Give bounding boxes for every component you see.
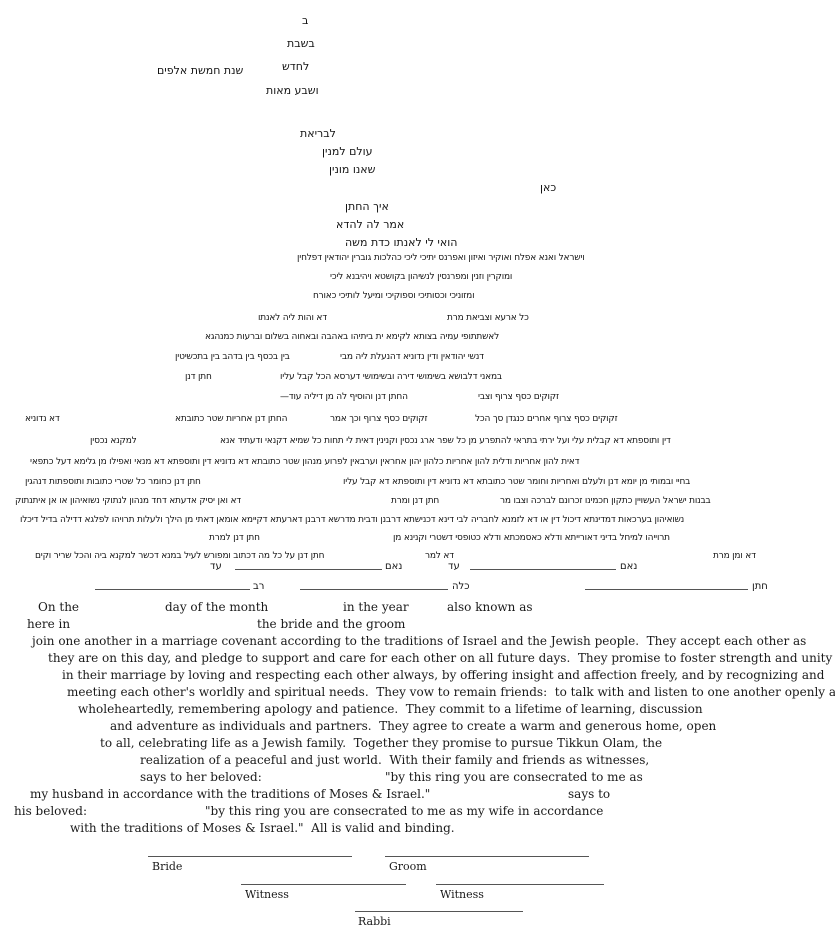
hebrew-text-segment: למקנא נכסין	[90, 436, 137, 446]
witness1-signature-line	[241, 884, 406, 885]
hebrew-signed-label: נאם	[385, 561, 403, 572]
hebrew-text-segment: לאשתתופי עמיה בצותא לקימא ית ביתיהו באהב…	[205, 332, 500, 342]
hebrew-text-segment: איך החתן	[345, 200, 389, 213]
bride-signature-line	[148, 856, 352, 857]
groom-label: Groom	[389, 860, 427, 873]
hebrew-text-segment: זקוקים כסף צרוף וצבי	[478, 392, 559, 402]
hebrew-rabbi-label: רב	[253, 581, 265, 592]
hebrew-text-segment: בבנות ישראל העשויין כתקון חכמינו זכרונם …	[500, 496, 711, 506]
hebrew-groom-label: חתן	[752, 581, 768, 592]
hebrew-text-segment: שנת חמשת אלפים	[157, 64, 244, 77]
hebrew-text-segment: ומוקרין וזנין ומפרנסין לנשיהון בקושטא וי…	[330, 272, 513, 282]
hebrew-text-segment: חתן דנן על כל מה דכתוב ומפורש לעיל במנא …	[35, 551, 325, 561]
witness-label: Witness	[440, 888, 484, 901]
hebrew-text-segment: נשואיהון בערכאות דמדינתא דיכול דין או דא…	[20, 515, 685, 525]
hebrew-text-segment: בחיי ובמותי מן יומא דנן ולעלם ואחריות וח…	[343, 477, 691, 487]
english-text-segment: On the	[38, 600, 80, 614]
english-text-segment: here in	[27, 617, 71, 631]
english-text-segment: says to her beloved:	[140, 770, 262, 784]
hebrew-text-segment: לבריאת	[300, 127, 336, 140]
hebrew-text-segment: לחדש	[282, 60, 310, 73]
hebrew-witness-label: עד	[210, 561, 222, 572]
hebrew-rabbi-signature-line	[95, 589, 250, 590]
bride-label: Bride	[152, 860, 183, 873]
hebrew-text-segment: דנשי יהודאין ודין נדוניא דהנעלת ליה מבי	[340, 352, 484, 362]
hebrew-text-segment: וישראל ואנא אפלח ואוקיר ואיזון ואפרנס ית…	[297, 253, 585, 263]
hebrew-text-segment: כל ארעא וצביאת מרת	[447, 313, 529, 323]
english-text-segment: his beloved:	[14, 804, 87, 818]
english-text-segment: the bride and the groom	[257, 617, 406, 631]
hebrew-text-segment: דאית להון אחריות ודלית להון אחריות כלהון…	[30, 457, 580, 467]
hebrew-text-segment: דא ואן יסיק אדעתא דחד מנהון לנתוקי נשואי…	[15, 496, 241, 506]
hebrew-signed-label: נאם	[620, 561, 638, 572]
english-text-segment: my husband in accordance with the tradit…	[30, 787, 431, 801]
english-text-segment: with the traditions of Moses & Israel." …	[70, 821, 455, 835]
english-text-segment: in the year	[343, 600, 409, 614]
hebrew-text-segment: הואי לי לאנתו כדת משה	[345, 236, 458, 249]
hebrew-bride-signature-line	[300, 589, 448, 590]
hebrew-bride-label: כלה	[452, 581, 470, 592]
rabbi-signature-line	[355, 911, 523, 912]
hebrew-text-segment: שאנו מונין	[329, 163, 376, 176]
hebrew-text-segment: ושבע מאות	[266, 84, 319, 97]
english-text-segment: join one another in a marriage covenant …	[32, 634, 807, 648]
rabbi-label: Rabbi	[358, 915, 391, 928]
english-text-segment: "by this ring you are consecrated to me …	[385, 770, 643, 784]
hebrew-text-segment: דין ותוספתא דא קבלית עלי ועל ירתי בתראי …	[220, 436, 671, 446]
hebrew-text-segment: זקוקים כסף צרוף וכך אמר	[330, 414, 428, 424]
hebrew-groom-signature-line	[585, 589, 748, 590]
english-text-segment: "by this ring you are consecrated to me …	[205, 804, 604, 818]
english-text-segment: and adventure as individuals and partner…	[110, 719, 717, 733]
hebrew-text-segment: זקוקים כסף צרוף אחרים כנגדן סך הכל	[475, 414, 618, 424]
hebrew-text-segment: חתן דנן	[185, 372, 212, 382]
english-text-segment: day of the month	[165, 600, 269, 614]
english-text-segment: also known as	[447, 600, 533, 614]
hebrew-text-segment: דא נדוניא	[25, 414, 60, 424]
english-text-segment: wholeheartedly, remembering apology and …	[78, 702, 703, 716]
witness-label: Witness	[245, 888, 289, 901]
hebrew-text-segment: דא ומן מרת	[713, 551, 756, 561]
hebrew-witness-label: עד	[448, 561, 460, 572]
hebrew-text-segment: החתן דנן והוסיף לה מן דיליה עוד—	[280, 392, 408, 402]
hebrew-text-segment: עולם למנין	[322, 145, 373, 158]
hebrew-text-segment: חתן דנן ומרת	[391, 496, 440, 506]
hebrew-text-segment: ב	[302, 14, 309, 27]
groom-signature-line	[385, 856, 589, 857]
witness2-signature-line	[436, 884, 604, 885]
hebrew-text-segment: החתן דנן אחריות שטר כתובתא	[175, 414, 288, 424]
hebrew-text-segment: ומזוניכי וכסותיכי וספוקיכי ומיעל לותיכי …	[313, 291, 475, 301]
english-text-segment: realization of a peaceful and just world…	[140, 753, 650, 767]
english-text-segment: to all, celebrating life as a Jewish fam…	[100, 736, 663, 750]
hebrew-text-segment: תרוייהו למיחל בדיני דאורייתא ודלא כאסמכת…	[393, 533, 670, 543]
hebrew-text-segment: אמר לה להדא	[336, 218, 405, 231]
hebrew-text-segment: חתן דנן למרת	[209, 533, 260, 543]
hebrew-witness1-signature-line	[470, 569, 616, 570]
hebrew-text-segment: בין בכסף בין בדהב בין בתכשיטין	[175, 352, 290, 362]
english-text-segment: meeting each other's worldly and spiritu…	[67, 685, 835, 699]
hebrew-text-segment: דא והות ליה לאנתו	[258, 313, 327, 323]
hebrew-text-segment: במאני דלבושא בשימושי דירה ובשימושי דערסא…	[280, 372, 502, 382]
english-text-segment: says to	[568, 787, 611, 801]
hebrew-text-segment: בשבת	[287, 37, 315, 50]
english-text-segment: they are on this day, and pledge to supp…	[48, 651, 833, 665]
hebrew-witness2-signature-line	[235, 569, 382, 570]
hebrew-text-segment: כאן	[540, 181, 557, 194]
english-text-segment: in their marriage by loving and respecti…	[62, 668, 825, 682]
hebrew-text-segment: חתן דנן כחומר כל שטרי כתובות ותוספתות דנ…	[25, 477, 201, 487]
hebrew-text-segment: דא למר	[425, 551, 454, 561]
